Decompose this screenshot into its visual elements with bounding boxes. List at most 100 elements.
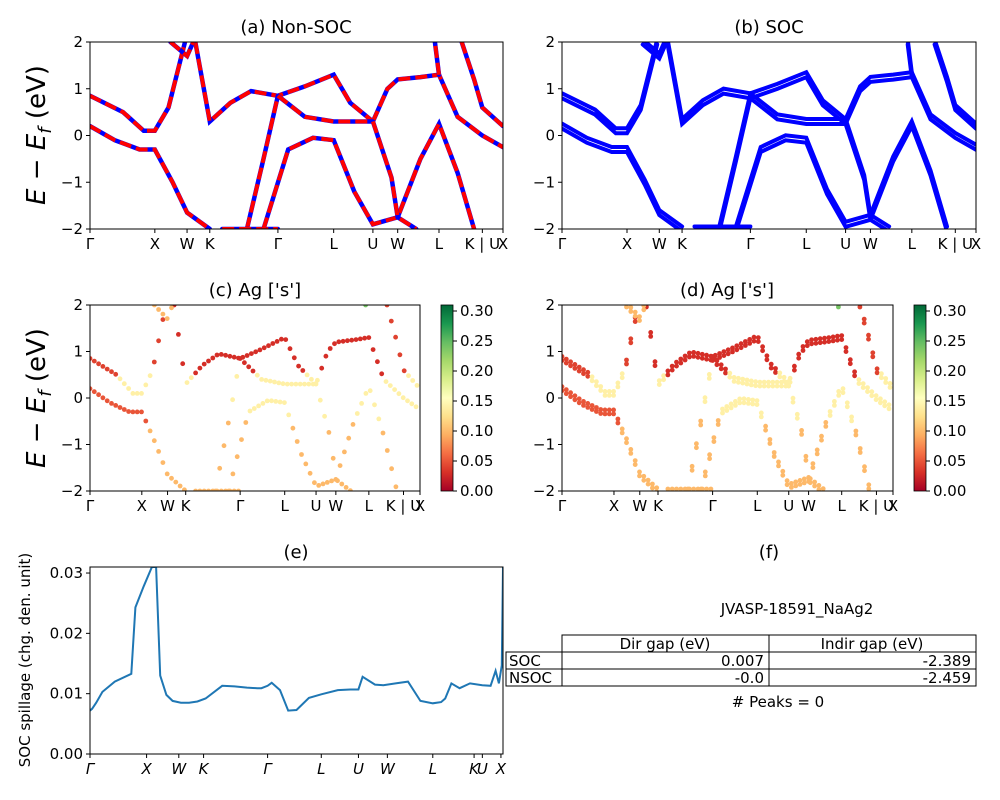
projection-point — [363, 391, 369, 396]
projection-point — [817, 340, 823, 346]
projection-point — [654, 485, 660, 491]
projection-point — [751, 338, 757, 344]
projection-point — [134, 391, 140, 396]
projection-point — [794, 415, 800, 421]
projection-point — [121, 381, 127, 387]
projection-point — [606, 411, 612, 417]
projection-point — [589, 407, 595, 412]
projection-point — [309, 376, 314, 382]
projection-point — [576, 396, 582, 402]
projection-point — [773, 370, 778, 375]
projection-point — [736, 375, 741, 381]
projection-point — [304, 372, 310, 378]
projection-point — [628, 451, 634, 456]
projection-point — [201, 488, 207, 491]
projection-point — [777, 370, 783, 376]
projection-point — [615, 420, 621, 426]
projection-point — [624, 357, 629, 363]
projection-point — [702, 399, 708, 405]
projection-point — [812, 483, 817, 489]
projection-point — [727, 374, 733, 380]
projection-point — [602, 393, 608, 398]
projection-point — [568, 363, 573, 369]
y-axis-label-top: E − Ef (eV) — [22, 65, 56, 205]
projection-point — [340, 338, 346, 344]
projection-point — [748, 382, 754, 388]
projection-point — [581, 399, 586, 404]
projection-point — [733, 399, 738, 404]
projection-point — [784, 478, 790, 484]
projection-point — [786, 383, 792, 389]
projection-point — [585, 405, 591, 410]
panel-e-x-tick-label: K — [469, 760, 480, 778]
projection-point — [691, 354, 697, 359]
projection-point — [628, 447, 634, 452]
projection-point — [747, 341, 753, 346]
projection-point — [299, 452, 304, 457]
soc-band-up — [748, 70, 976, 147]
projection-point — [774, 379, 780, 385]
panel-d-x-tick-label: L — [753, 497, 762, 515]
projection-point — [747, 337, 753, 342]
projection-point — [758, 410, 764, 416]
projection-point — [273, 399, 279, 404]
projection-point — [652, 359, 658, 365]
projection-point — [819, 433, 824, 439]
projection-point — [723, 366, 728, 372]
projection-point — [886, 406, 892, 412]
projection-point — [562, 388, 565, 394]
projection-point — [738, 345, 744, 351]
projection-point — [363, 305, 368, 308]
panel-d-x-tick-label: K | U — [859, 497, 894, 515]
projection-point — [276, 380, 282, 386]
projection-point — [687, 486, 692, 491]
projection-point — [376, 416, 382, 422]
panel-c-x-tick-label: X — [415, 497, 425, 515]
projection-point — [731, 379, 737, 384]
projection-point — [728, 401, 734, 407]
soc-band-down — [562, 42, 660, 136]
projection-point — [826, 335, 832, 340]
projection-point — [291, 355, 297, 361]
projection-point — [581, 371, 586, 377]
projection-point — [691, 350, 697, 355]
projection-point — [682, 486, 688, 491]
projection-point — [637, 469, 642, 475]
projection-point — [323, 353, 329, 359]
projection-point — [792, 363, 797, 369]
projection-point — [113, 371, 119, 377]
projection-point — [267, 378, 273, 384]
projection-point — [290, 425, 296, 431]
projection-point — [861, 320, 867, 326]
projection-point — [737, 396, 743, 402]
projection-point — [870, 354, 876, 360]
projection-point — [324, 480, 330, 485]
non-soc-band — [261, 118, 477, 229]
projection-point — [869, 389, 875, 395]
projection-point — [317, 397, 323, 403]
projection-point — [849, 418, 854, 424]
projection-point — [698, 486, 704, 491]
projection-point — [272, 379, 277, 385]
projection-point — [733, 403, 738, 408]
projection-point — [221, 443, 227, 449]
projection-point — [721, 349, 727, 354]
projection-point — [576, 364, 582, 370]
projection-point — [882, 399, 888, 405]
projection-point — [803, 453, 809, 459]
projection-point — [865, 389, 870, 394]
panel-e-y-tick-label: 0.01 — [50, 685, 83, 703]
projection-point — [218, 352, 224, 357]
projection-point — [193, 370, 199, 376]
projection-point — [652, 363, 658, 369]
projection-point — [594, 383, 599, 389]
panel-e-y-tick-label: 0.02 — [50, 624, 83, 642]
projection-point — [810, 465, 816, 470]
projection-point — [176, 332, 181, 337]
projection-point — [602, 389, 608, 394]
projection-point — [641, 305, 647, 309]
projection-point — [698, 422, 704, 428]
projection-point — [100, 364, 106, 369]
projection-point — [164, 471, 170, 477]
